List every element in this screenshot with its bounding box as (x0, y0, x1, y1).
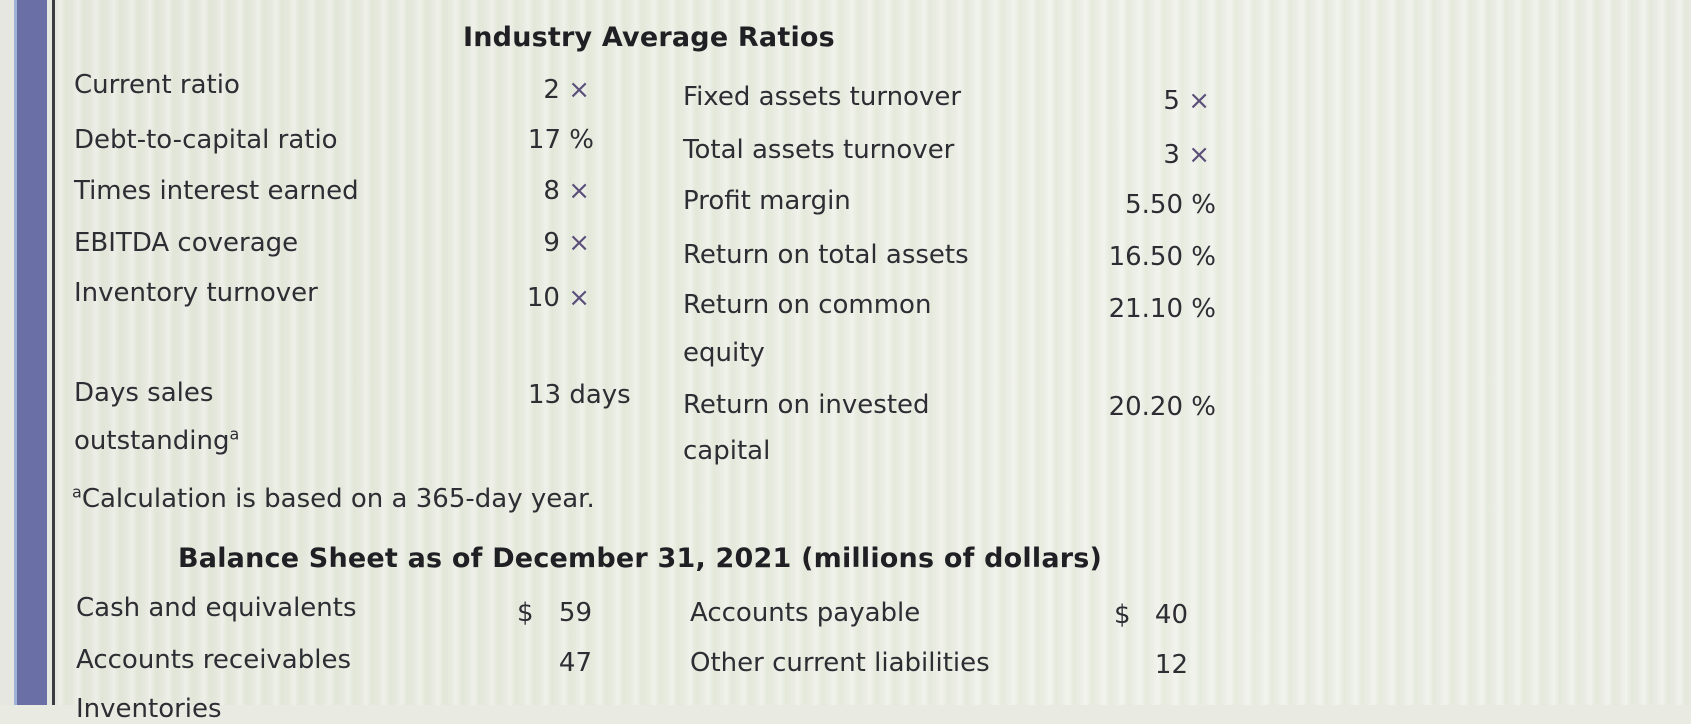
footnote-marker: a (72, 482, 82, 502)
ratio-label-line2: outstandinga (74, 424, 240, 456)
balance-left-label: Cash and equivalents (76, 593, 357, 623)
ratio-value: 21.10 % (1108, 294, 1216, 324)
ratio-label-line1: Days sales (74, 378, 214, 408)
ratio-value: 17 % (527, 125, 594, 155)
document-content: Industry Average Ratios Current ratio 2 … (72, 22, 1216, 724)
balance-left-currency: $ (517, 598, 534, 628)
balance-right-value: 12 (1154, 650, 1188, 680)
balance-left-label: Inventories (76, 694, 222, 724)
balance-right-label: Accounts payable (690, 598, 921, 628)
ratio-label-line1: Return on common (683, 290, 932, 320)
balance-left-value: 47 (558, 648, 592, 678)
ratio-value: 16.50 % (1108, 242, 1216, 272)
balance-right-currency: $ (1114, 600, 1131, 630)
ratio-label: EBITDA coverage (74, 228, 299, 258)
left-accent-bar (14, 0, 47, 705)
balance-right-value: 40 (1154, 600, 1188, 630)
industry-ratios-title: Industry Average Ratios (463, 22, 835, 53)
ratio-value: 10 × (526, 283, 590, 313)
ratio-label-line2: equity (683, 338, 765, 368)
ratio-value: 5.50 % (1125, 190, 1216, 220)
ratio-value: 20.20 % (1108, 392, 1216, 422)
ratio-label: Times interest earned (74, 176, 359, 206)
left-divider (52, 0, 55, 705)
ratio-value: 9 × (543, 228, 590, 258)
ratio-value: 5 × (1163, 86, 1210, 116)
ratio-label: Profit margin (683, 186, 851, 216)
ratio-label-line1: Return on invested (683, 390, 930, 420)
ratio-label: Current ratio (74, 70, 240, 100)
footnote-marker: a (229, 424, 240, 444)
ratio-value: 8 × (543, 176, 590, 206)
balance-right-label: Other current liabilities (690, 648, 990, 678)
balance-left-value: 59 (558, 598, 592, 628)
left-window-frame (0, 0, 58, 705)
page-background (0, 0, 1691, 705)
ratio-label: Fixed assets turnover (683, 82, 962, 112)
ratio-label-line2: capital (683, 436, 771, 466)
footnote: aCalculation is based on a 365-day year. (72, 482, 595, 514)
balance-sheet-title: Balance Sheet as of December 31, 2021 (m… (178, 543, 1103, 574)
ratio-label: Debt-to-capital ratio (74, 125, 338, 155)
balance-left-label: Accounts receivables (76, 645, 352, 675)
ratio-label: Return on total assets (683, 240, 969, 270)
ratio-value: 3 × (1163, 140, 1210, 170)
ratio-label: Total assets turnover (683, 135, 955, 165)
ratio-label: Inventory turnover (74, 278, 318, 308)
ratio-value: 2 × (543, 75, 590, 105)
ratio-value: 13 days (528, 380, 631, 410)
